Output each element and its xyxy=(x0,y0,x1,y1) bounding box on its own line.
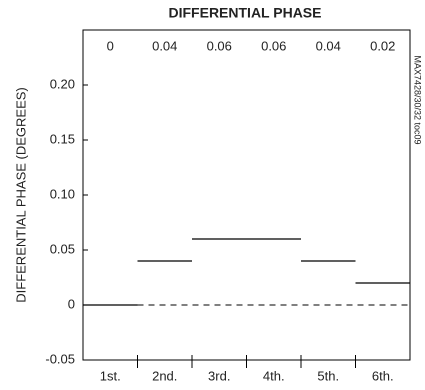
data-label: 0.06 xyxy=(207,38,232,53)
x-tick-label: 4th. xyxy=(263,368,285,383)
x-tick-label: 3rd. xyxy=(208,368,230,383)
side-note: MAX7428/30/32 toc09 xyxy=(413,55,423,144)
x-tick-label: 5th. xyxy=(317,368,339,383)
y-axis-label: DIFFERENTIAL PHASE (DEGREES) xyxy=(13,87,28,303)
x-tick-label: 1st. xyxy=(100,368,121,383)
y-tick-label: 0.05 xyxy=(50,241,75,256)
data-label: 0.04 xyxy=(152,38,177,53)
chart-title: DIFFERENTIAL PHASE xyxy=(169,5,322,21)
data-label: 0.04 xyxy=(316,38,341,53)
y-tick-label: 0 xyxy=(68,296,75,311)
plot-frame xyxy=(82,29,411,361)
y-tick-label: -0.05 xyxy=(45,351,75,366)
y-tick-label: 0.15 xyxy=(50,131,75,146)
x-tick-label: 6th. xyxy=(372,368,394,383)
data-label: 0.06 xyxy=(261,38,286,53)
data-label: 0.02 xyxy=(370,38,395,53)
data-label: 0 xyxy=(107,38,114,53)
y-tick-label: 0.10 xyxy=(50,186,75,201)
y-tick-label: 0.20 xyxy=(50,76,75,91)
x-tick-label: 2nd. xyxy=(152,368,177,383)
